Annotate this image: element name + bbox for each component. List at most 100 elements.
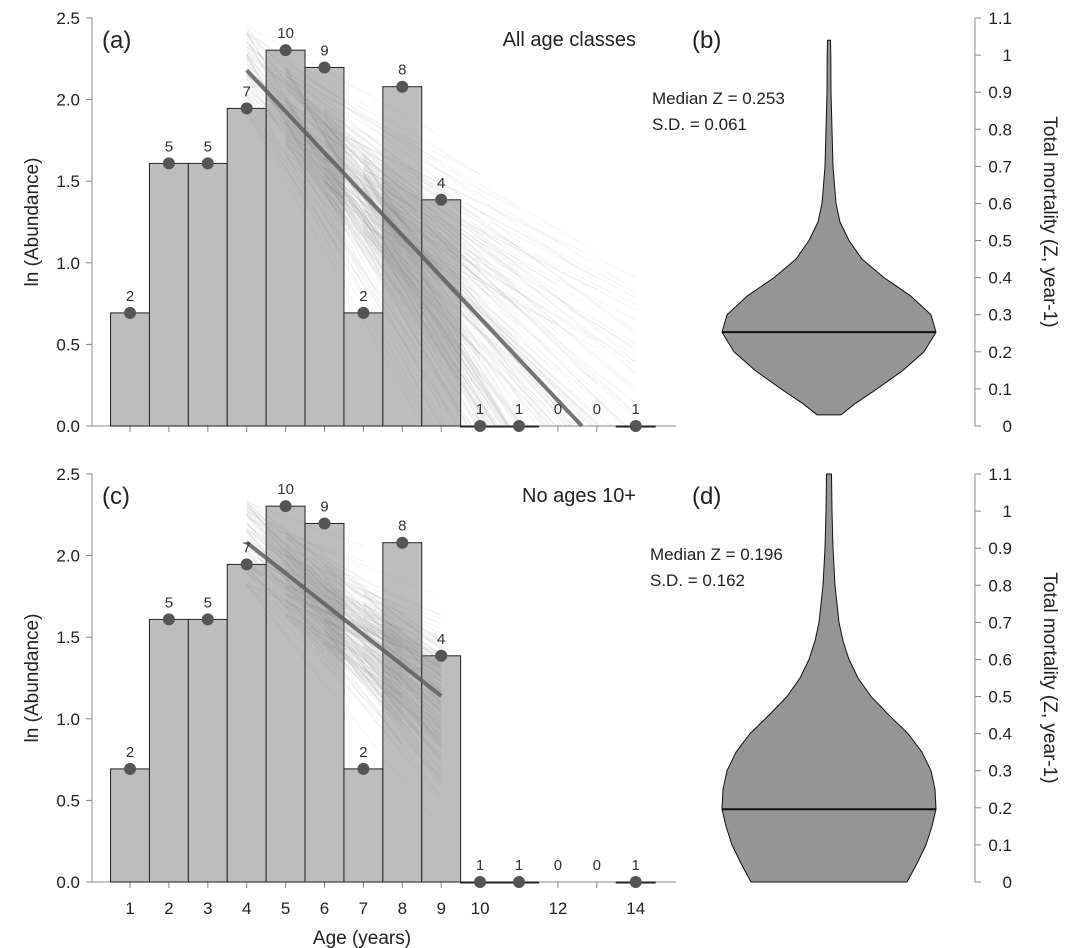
resample-line <box>324 118 637 358</box>
resample-line <box>246 83 434 427</box>
data-point <box>318 61 331 74</box>
resample-line <box>363 617 442 690</box>
resample-line <box>363 616 442 657</box>
resample-line <box>285 88 364 157</box>
resample-line <box>285 100 520 317</box>
resample-line <box>362 156 527 427</box>
resample-line <box>363 669 442 704</box>
resample-line <box>363 655 442 736</box>
resample-line <box>246 110 364 286</box>
resample-line <box>285 602 403 652</box>
resample-line <box>363 605 442 670</box>
x-axis-title: Age (years) <box>313 928 411 948</box>
y-tick-label: 0.2 <box>988 799 1012 818</box>
resample-line <box>285 76 481 176</box>
y-tick-label: 0.5 <box>988 688 1012 707</box>
resample-line <box>324 162 504 427</box>
resample-line <box>363 178 636 321</box>
resample-line <box>324 167 481 355</box>
resample-line <box>363 597 442 676</box>
resample-line <box>324 159 481 380</box>
resample-line <box>324 627 442 721</box>
resample-line <box>363 665 442 743</box>
resample-line <box>363 592 442 634</box>
resample-line <box>285 602 442 741</box>
resample-line <box>363 231 520 395</box>
resample-line <box>363 169 636 306</box>
resample-line <box>324 182 520 419</box>
resample-line <box>246 541 403 744</box>
resample-line <box>285 614 442 781</box>
resample-line <box>285 616 403 699</box>
resample-line <box>246 565 442 779</box>
resample-line <box>363 659 442 744</box>
resample-line <box>324 598 442 667</box>
resample-line <box>363 159 598 385</box>
resample-line <box>246 508 325 582</box>
resample-line <box>285 67 489 427</box>
resample-line <box>246 88 557 427</box>
resample-line <box>246 32 488 427</box>
count-label: 0 <box>593 401 601 418</box>
resample-line <box>246 511 364 570</box>
resample-line <box>324 592 442 677</box>
resample-line <box>285 121 364 162</box>
resample-line <box>363 209 598 383</box>
resample-line <box>363 190 598 345</box>
resample-line <box>246 522 403 715</box>
resample-line <box>246 545 403 676</box>
y-axis-title: ln (Abundance) <box>22 158 43 287</box>
resample-line <box>362 228 497 427</box>
resample-line <box>363 675 442 736</box>
resample-line <box>324 185 559 326</box>
resample-line <box>285 75 636 291</box>
resample-line <box>324 618 403 686</box>
resample-line <box>324 174 506 427</box>
resample-line <box>324 643 403 708</box>
sd-label: S.D. = 0.061 <box>652 115 747 134</box>
count-label: 4 <box>437 631 445 648</box>
resample-line <box>246 72 481 277</box>
resample-line <box>362 158 521 427</box>
resample-line <box>246 50 637 420</box>
resample-line <box>362 220 509 427</box>
resample-line <box>324 638 442 798</box>
resample-line <box>363 169 636 311</box>
resample-line <box>285 591 442 667</box>
resample-line <box>246 111 424 427</box>
resample-line <box>324 602 442 754</box>
resample-line <box>363 637 442 712</box>
resample-line <box>285 68 510 427</box>
resample-line <box>324 624 442 758</box>
resample-line <box>363 176 573 427</box>
resample-line <box>324 160 489 427</box>
resample-line <box>363 631 442 683</box>
resample-line <box>246 86 325 163</box>
x-tick-label: 12 <box>548 899 567 918</box>
data-point <box>474 420 487 432</box>
resample-line <box>363 623 442 657</box>
resample-line <box>324 167 442 371</box>
resample-line <box>246 530 442 736</box>
data-point <box>240 102 253 115</box>
resample-line <box>362 192 495 427</box>
resample-line <box>285 599 442 682</box>
y-tick-label: 0.5 <box>56 335 80 354</box>
data-point <box>357 306 370 319</box>
resample-line <box>324 643 403 696</box>
resample-line <box>363 613 442 693</box>
resample-line <box>246 501 403 663</box>
resample-line <box>246 562 325 625</box>
resample-line <box>362 173 442 308</box>
resample-line <box>285 578 442 647</box>
resample-line <box>246 512 442 721</box>
resample-line <box>363 207 571 427</box>
resample-line <box>246 529 364 681</box>
resample-line <box>246 513 325 574</box>
count-label: 2 <box>359 744 367 761</box>
resample-line <box>285 543 442 648</box>
resample-line <box>324 619 442 760</box>
resample-line <box>324 566 442 692</box>
resample-line <box>285 155 470 427</box>
resample-line <box>363 183 636 345</box>
